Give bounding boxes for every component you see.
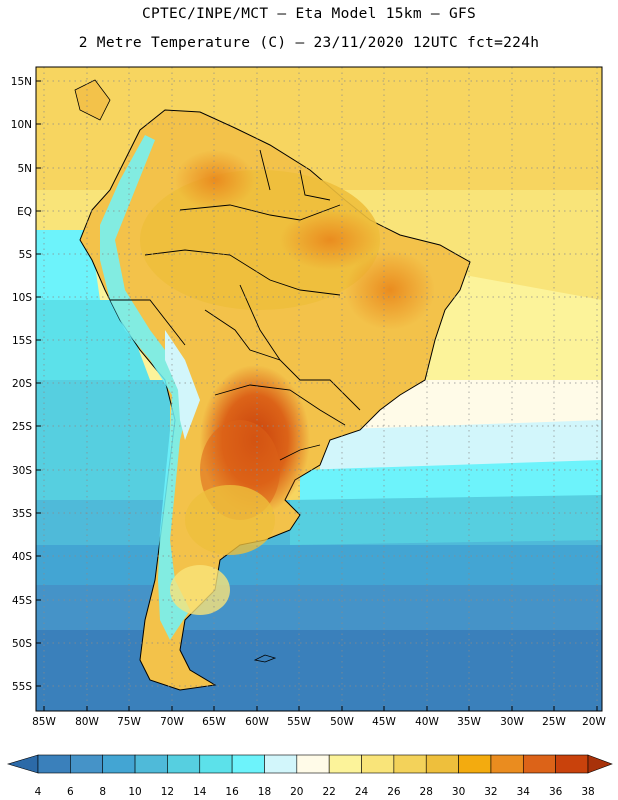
- lat-label: 15N: [11, 76, 32, 88]
- lat-label: 25S: [12, 421, 32, 433]
- colorbar-label: 36: [549, 786, 563, 798]
- colorbar-swatches: [6, 754, 613, 774]
- lat-label: 40S: [12, 551, 32, 563]
- colorbar-swatch: [328, 754, 362, 774]
- warm-region-pampas: [185, 485, 275, 555]
- colorbar-swatch: [555, 754, 589, 774]
- colorbar-swatch: [490, 754, 524, 774]
- colorbar-labels: 4 6 8 10 12 14 16 18 20 22 24 26 28 30 32 34 36 38: [35, 786, 595, 798]
- latitude-labels: 15N 10N 5N EQ 5S 10S 15S 20S 25S 30S 35S…: [11, 76, 33, 693]
- colorbar-arrow-low: [6, 754, 39, 774]
- chart-title-line-2: 2 Metre Temperature (C) – 23/11/2020 12U…: [78, 35, 540, 51]
- colorbar-swatch: [393, 754, 427, 774]
- colorbar-label: 18: [258, 786, 271, 798]
- axis-ticks: [36, 80, 598, 711]
- lon-label: 80W: [75, 716, 99, 728]
- lon-label: 30W: [500, 716, 524, 728]
- map-field: [36, 67, 602, 711]
- lat-label: 10S: [12, 292, 32, 304]
- lon-label: 50W: [330, 716, 354, 728]
- colorbar-swatch: [425, 754, 459, 774]
- hot-spot: [175, 150, 255, 210]
- central-america: [74, 79, 111, 121]
- andes-cold-strip: [100, 135, 190, 640]
- lon-label: 60W: [245, 716, 269, 728]
- lon-label: 40W: [415, 716, 439, 728]
- colorbar-label: 10: [128, 786, 141, 798]
- colorbar-label: 28: [420, 786, 433, 798]
- graticule: [36, 67, 602, 711]
- lon-label: 55W: [287, 716, 311, 728]
- colorbar-swatch: [70, 754, 104, 774]
- colorbar-label: 12: [161, 786, 174, 798]
- hot-spot: [345, 250, 435, 330]
- warm-region-patagonia: [170, 565, 230, 615]
- colorbar-swatch: [264, 754, 298, 774]
- colorbar-label: 8: [99, 786, 106, 798]
- colorbar-swatch: [361, 754, 395, 774]
- colorbar-label: 4: [35, 786, 42, 798]
- lat-label: EQ: [17, 206, 32, 218]
- lat-label: 35S: [12, 508, 32, 520]
- map-frame: [35, 66, 603, 712]
- colorbar-label: 22: [322, 786, 335, 798]
- colorbar-label: 16: [225, 786, 239, 798]
- colorbar-label: 6: [67, 786, 74, 798]
- ocean-band: [36, 545, 602, 585]
- lat-label: 45S: [12, 595, 32, 607]
- country-borders: [110, 149, 361, 461]
- colorbar-label: 24: [355, 786, 369, 798]
- lat-label: 50S: [12, 638, 32, 650]
- colorbar-label: 30: [452, 786, 465, 798]
- lon-label: 70W: [160, 716, 184, 728]
- lon-label: 65W: [202, 716, 226, 728]
- lat-label: 10N: [11, 119, 32, 131]
- lon-label: 45W: [372, 716, 396, 728]
- colorbar-label: 20: [290, 786, 303, 798]
- lon-label: 75W: [117, 716, 141, 728]
- hot-spot: [280, 210, 380, 270]
- ocean-band: [290, 495, 602, 545]
- colorbar-swatch: [231, 754, 265, 774]
- colorbar-label: 14: [193, 786, 207, 798]
- lat-label: 30S: [12, 465, 32, 477]
- ocean-band: [36, 585, 602, 630]
- colorbar-swatch: [102, 754, 136, 774]
- colorbar-swatch: [167, 754, 201, 774]
- temperature-map: 15N 10N 5N EQ 5S 10S 15S 20S 25S 30S 35S…: [11, 66, 606, 728]
- colorbar: 4 6 8 10 12 14 16 18 20 22 24 26 28 30 32 34 36 38: [6, 754, 613, 798]
- colorbar-swatch: [296, 754, 330, 774]
- colorbar-label: 34: [517, 786, 531, 798]
- lat-label: 5S: [19, 249, 33, 261]
- lon-label: 85W: [32, 716, 56, 728]
- colorbar-label: 26: [387, 786, 401, 798]
- lat-label: 5N: [17, 163, 32, 175]
- longitude-labels: 85W 80W 75W 70W 65W 60W 55W 50W 45W 40W …: [32, 716, 606, 728]
- colorbar-swatch: [37, 754, 71, 774]
- lon-label: 25W: [542, 716, 566, 728]
- colorbar-swatch: [134, 754, 168, 774]
- ocean-band-cold-south: [36, 630, 602, 711]
- colorbar-label: 32: [484, 786, 497, 798]
- colorbar-arrow-high: [587, 754, 613, 774]
- colorbar-label: 38: [581, 786, 594, 798]
- lat-label: 55S: [12, 681, 32, 693]
- lat-label: 15S: [12, 335, 32, 347]
- colorbar-swatch: [522, 754, 556, 774]
- colorbar-swatch: [458, 754, 492, 774]
- colorbar-swatch: [199, 754, 233, 774]
- falkland-islands: [253, 654, 277, 663]
- lon-label: 35W: [457, 716, 481, 728]
- ocean-band: [36, 380, 170, 500]
- chart-title-line-1: CPTEC/INPE/MCT – Eta Model 15km – GFS: [141, 6, 477, 22]
- lon-label: 20W: [582, 716, 606, 728]
- andes-highland: [165, 330, 200, 440]
- lat-label: 20S: [12, 378, 32, 390]
